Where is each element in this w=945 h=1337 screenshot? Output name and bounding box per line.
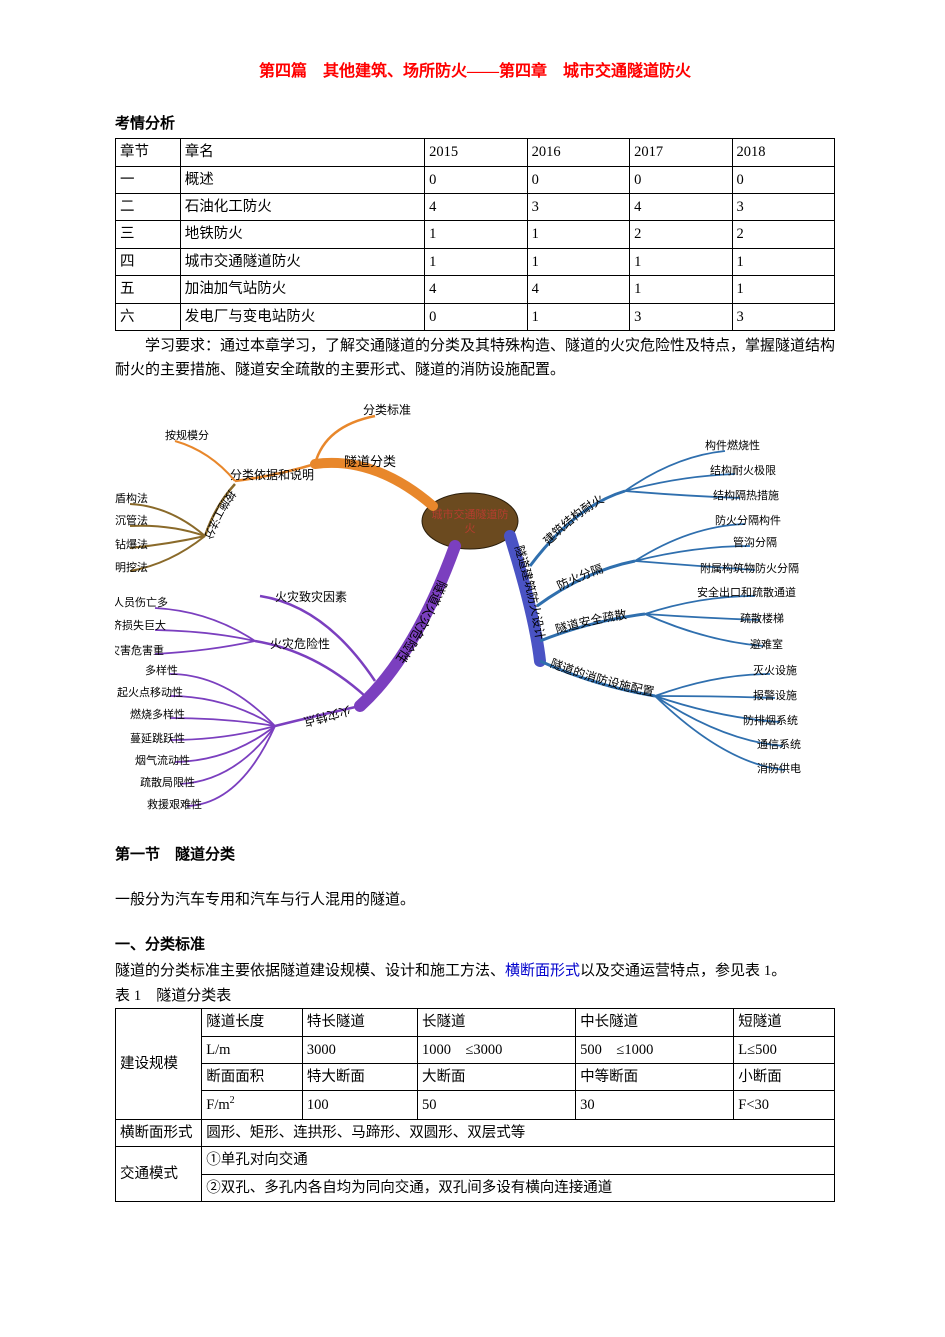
svg-text:救援艰难性: 救援艰难性 [147,797,202,811]
th-2018: 2018 [732,139,834,166]
svg-text:盾构法: 盾构法 [115,491,148,505]
general-paragraph: 一般分为汽车专用和汽车与行人混用的隧道。 [115,889,835,912]
svg-text:按施工法分: 按施工法分 [202,487,239,540]
group-label: 建设规模 [116,1009,202,1120]
svg-text:防火分隔构件: 防火分隔构件 [715,513,781,527]
sub-heading-classification: 一、分类标准 [115,934,835,957]
svg-text:火灾致灾因素: 火灾致灾因素 [275,589,347,604]
svg-text:疏散局限性: 疏散局限性 [140,775,195,789]
svg-text:构件燃烧性: 构件燃烧性 [705,438,760,452]
svg-text:建筑结构耐火: 建筑结构耐火 [541,492,607,548]
svg-text:附属构筑物防火分隔: 附属构筑物防火分隔 [700,561,799,575]
row-jt-label: 交通模式 [116,1147,202,1202]
svg-text:燃烧多样性: 燃烧多样性 [130,707,185,721]
svg-text:结构耐火极限: 结构耐火极限 [710,463,776,477]
svg-text:分类依据和说明: 分类依据和说明 [230,467,314,482]
th-name: 章名 [180,139,424,166]
th-2016: 2016 [527,139,629,166]
table-row: 一概述0000 [116,166,835,193]
exam-analysis-table: 章节 章名 2015 2016 2017 2018 一概述0000 二石油化工防… [115,138,835,331]
intro-blue: 横断面形式 [505,963,580,979]
svg-text:防排烟系统: 防排烟系统 [743,713,798,727]
classification-table: 建设规模 隧道长度 特长隧道 长隧道 中长隧道 短隧道 L/m 3000 100… [115,1008,835,1202]
row-hdmx-label: 横断面形式 [116,1119,202,1146]
analysis-heading: 考情分析 [115,113,835,136]
svg-text:钻爆法: 钻爆法 [115,537,148,551]
svg-text:烟气流动性: 烟气流动性 [135,753,190,767]
svg-text:疏散楼梯: 疏散楼梯 [740,611,784,625]
svg-text:火灾特点: 火灾特点 [302,703,352,729]
th-chapter: 章节 [116,139,181,166]
th-2015: 2015 [425,139,527,166]
svg-text:安全出口和疏散通道: 安全出口和疏散通道 [697,585,796,599]
svg-text:灭火设施: 灭火设施 [753,664,797,677]
th-2017: 2017 [630,139,732,166]
svg-text:按规模分: 按规模分 [165,428,209,442]
section1-title: 第一节 隧道分类 [115,844,835,867]
svg-text:次生灾害危害重: 次生灾害危害重 [115,643,164,657]
svg-text:管沟分隔: 管沟分隔 [733,535,777,549]
svg-text:隧道的消防设施配置: 隧道的消防设施配置 [548,655,655,699]
table-row: 三地铁防火1122 [116,221,835,248]
svg-text:通信系统: 通信系统 [757,738,801,751]
svg-text:分类标准: 分类标准 [363,403,411,417]
table-row: F/m2 100 50 30 F<30 [116,1091,835,1119]
svg-text:消防供电: 消防供电 [757,761,801,775]
table-row: 五加油加气站防火4411 [116,276,835,303]
svg-text:防火分隔: 防火分隔 [554,561,605,593]
classification-intro: 隧道的分类标准主要依据隧道建设规模、设计和施工方法、横断面形式以及交通运营特点，… [115,960,835,983]
svg-text:隧道安全疏散: 隧道安全疏散 [554,606,628,636]
svg-text:火灾危险性: 火灾危险性 [270,636,330,651]
svg-text:隧道分类: 隧道分类 [344,454,396,469]
study-requirement: 学习要求：通过本章学习，了解交通隧道的分类及其特殊构造、隧道的火灾危险性及特点，… [115,335,835,382]
svg-text:结构隔热措施: 结构隔热措施 [713,488,779,502]
svg-text:起火点移动性: 起火点移动性 [117,685,183,699]
table-row: ②双孔、多孔内各自均为同向交通，双孔间多设有横向连接通道 [116,1174,835,1201]
table2-caption: 表 1 隧道分类表 [115,985,835,1008]
svg-text:避难室: 避难室 [750,637,783,651]
svg-text:沉管法: 沉管法 [115,513,148,527]
intro-post: 以及交通运营特点，参见表 1。 [580,963,786,979]
svg-text:经济损失巨大: 经济损失巨大 [115,618,166,632]
svg-text:蔓延跳跃性: 蔓延跳跃性 [130,731,185,745]
svg-text:火: 火 [465,523,476,535]
table-row: 交通模式 ①单孔对向交通 [116,1147,835,1174]
svg-text:隧道火灾危险性: 隧道火灾危险性 [393,578,450,666]
table-row: 断面面积 特大断面 大断面 中等断面 小断面 [116,1064,835,1091]
svg-text:人员伤亡多: 人员伤亡多 [115,595,168,609]
table-row: 二石油化工防火4343 [116,193,835,220]
table-row: 六发电厂与变电站防火0133 [116,303,835,330]
intro-pre: 隧道的分类标准主要依据隧道建设规模、设计和施工方法、 [115,963,505,979]
svg-text:多样性: 多样性 [145,663,178,677]
table-row: 章节 章名 2015 2016 2017 2018 [116,139,835,166]
table-row: 建设规模 隧道长度 特长隧道 长隧道 中长隧道 短隧道 [116,1009,835,1036]
svg-text:明挖法: 明挖法 [115,560,148,574]
table-row: 横断面形式 圆形、矩形、连拱形、马蹄形、双圆形、双层式等 [116,1119,835,1146]
svg-text:报警设施: 报警设施 [753,688,797,702]
svg-text:城市交通隧道防: 城市交通隧道防 [432,507,509,521]
mindmap-diagram: 城市交通隧道防 火 隧道分类 分类标准 分类依据和说明 按规模分 按施工法分 盾… [115,396,835,826]
page-title: 第四篇 其他建筑、场所防火——第四章 城市交通隧道防火 [115,60,835,85]
table-row: 四城市交通隧道防火1111 [116,248,835,275]
table-row: L/m 3000 1000 ≤3000 500 ≤1000 L≤500 [116,1036,835,1063]
